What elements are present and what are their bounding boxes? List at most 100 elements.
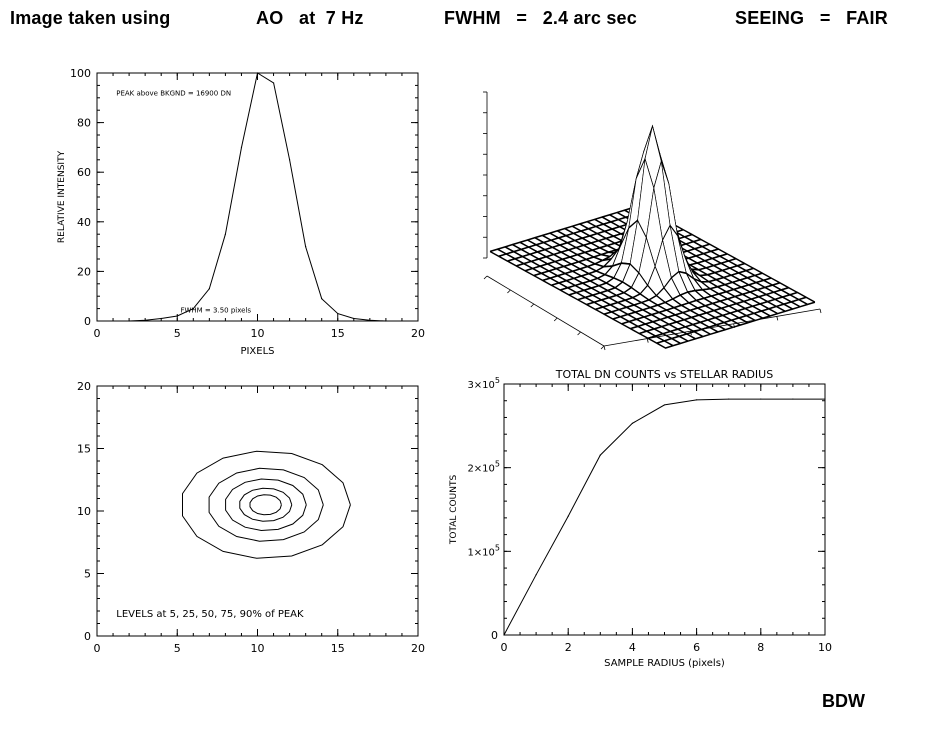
profile-data-point bbox=[192, 308, 194, 310]
surface-y-tick bbox=[603, 345, 606, 351]
growth-y-axis-label: TOTAL COUNTS bbox=[449, 475, 459, 546]
growth-y-tick-label: 1×105 bbox=[467, 543, 500, 558]
header-fwhm: FWHM = 2.4 arc sec bbox=[444, 8, 637, 28]
header-ao-rate: AO at 7 Hz bbox=[256, 8, 364, 28]
growth-data-point bbox=[631, 422, 634, 424]
profile-annotation: PEAK above BKGND = 16900 DN bbox=[116, 89, 231, 97]
growth-title: TOTAL DN COUNTS vs STELLAR RADIUS bbox=[555, 368, 773, 381]
growth-y-tick-label: 2×105 bbox=[467, 460, 500, 475]
contour-y-tick-label: 20 bbox=[77, 380, 91, 393]
growth-data-point bbox=[663, 404, 666, 406]
profile-data-point bbox=[369, 319, 371, 321]
figure-header: Image taken using AO at 7 Hz FWHM = 2.4 … bbox=[0, 8, 935, 42]
growth-data-point bbox=[535, 574, 537, 576]
growth-data-point bbox=[728, 398, 730, 400]
contour-x-tick-label: 10 bbox=[251, 642, 265, 655]
profile-data-point bbox=[144, 319, 146, 321]
surface-y-tick bbox=[690, 331, 692, 336]
header-instrument-label: Image taken using bbox=[10, 8, 171, 28]
growth-data-point bbox=[792, 398, 794, 400]
profile-data-point bbox=[224, 233, 226, 235]
contour-y-tick-label: 10 bbox=[77, 505, 91, 518]
profile-y-tick-label: 20 bbox=[77, 265, 91, 278]
profile-data-point bbox=[337, 312, 339, 315]
growth-data-point bbox=[567, 515, 569, 517]
contour-y-tick-label: 15 bbox=[77, 443, 91, 456]
profile-x-tick-label: 5 bbox=[174, 327, 181, 340]
surface-x-axis bbox=[486, 275, 605, 347]
growth-x-tick-label: 6 bbox=[693, 641, 700, 654]
profile-data-point bbox=[272, 82, 275, 84]
surface-x-tick bbox=[483, 275, 488, 280]
contour-level-90 bbox=[249, 494, 282, 516]
profile-y-tick-label: 0 bbox=[84, 315, 91, 328]
contour-levels-note: LEVELS at 5, 25, 50, 75, 90% of PEAK bbox=[116, 609, 304, 620]
growth-frame bbox=[503, 383, 826, 636]
profile-y-tick-label: 80 bbox=[77, 117, 91, 130]
contour-x-tick-label: 0 bbox=[94, 642, 101, 655]
growth-y-tick-label: 0 bbox=[491, 629, 498, 642]
growth-data-point bbox=[599, 454, 601, 456]
profile-y-tick-label: 40 bbox=[77, 216, 91, 229]
profile-x-tick-label: 20 bbox=[411, 327, 425, 340]
surface-y-axis bbox=[603, 308, 821, 347]
growth-x-tick-label: 8 bbox=[757, 641, 764, 654]
growth-series-line bbox=[503, 398, 825, 636]
growth-x-tick-label: 0 bbox=[501, 641, 508, 654]
surface-y-tick bbox=[646, 338, 649, 343]
profile-data-point bbox=[160, 317, 162, 320]
contour-y-tick-label: 5 bbox=[84, 568, 91, 581]
growth-x-tick-label: 2 bbox=[565, 641, 572, 654]
contour-level-50 bbox=[225, 478, 307, 532]
growth-x-tick-label: 4 bbox=[629, 641, 636, 654]
profile-data-point bbox=[208, 288, 210, 290]
header-seeing: SEEING = FAIR bbox=[735, 8, 888, 28]
growth-x-axis-label: SAMPLE RADIUS (pixels) bbox=[604, 658, 725, 669]
profile-y-axis-label: RELATIVE INTENSITY bbox=[57, 150, 67, 243]
contour-y-tick-label: 0 bbox=[84, 630, 91, 643]
profile-y-tick-label: 60 bbox=[77, 166, 91, 179]
profile-data-point bbox=[305, 246, 307, 248]
surface-y-tick bbox=[733, 323, 735, 328]
profile-data-point bbox=[385, 320, 387, 322]
profile-y-tick-label: 100 bbox=[70, 67, 91, 80]
surface-x-tick bbox=[600, 345, 605, 350]
surface-panel bbox=[483, 91, 822, 351]
surface-x-tick bbox=[530, 303, 535, 308]
profile-panel: 0 5 10 15 20 0 20 40 60 80 100 PIXELS RELATIVE INTEN… bbox=[57, 67, 425, 357]
profile-data-point bbox=[353, 317, 355, 320]
author-initials: BDW bbox=[822, 691, 865, 711]
surface-y-tick bbox=[819, 308, 822, 314]
growth-y-tick-label: 3×105 bbox=[467, 376, 500, 391]
surface-x-tick bbox=[577, 331, 581, 336]
profile-data-point bbox=[321, 298, 323, 300]
growth-data-point bbox=[824, 398, 826, 400]
growth-data-point bbox=[760, 398, 762, 400]
surface-x-tick bbox=[507, 289, 511, 294]
profile-data-point bbox=[176, 315, 178, 317]
contour-x-tick-label: 15 bbox=[331, 642, 345, 655]
profile-data-point bbox=[240, 146, 243, 148]
profile-frame bbox=[96, 72, 419, 322]
surface-mesh bbox=[489, 124, 816, 349]
contour-level-5 bbox=[182, 450, 351, 559]
contour-panel: 0 5 10 15 20 0 5 10 15 20 LEVELS at 5, 25, 50, 75,… bbox=[77, 380, 425, 655]
surface-cell bbox=[656, 340, 674, 349]
contour-x-tick-label: 20 bbox=[411, 642, 425, 655]
surface-y-tick bbox=[776, 316, 779, 321]
contour-x-tick-label: 5 bbox=[174, 642, 181, 655]
growth-panel: 0 2 4 6 8 10 0 1×105 2×105 3×105 TOTAL DN COUNTS v… bbox=[449, 368, 832, 669]
growth-x-tick-label: 10 bbox=[818, 641, 832, 654]
profile-data-point bbox=[128, 320, 130, 322]
profile-data-point bbox=[289, 159, 291, 161]
contour-level-25 bbox=[208, 467, 324, 542]
profile-data-point bbox=[256, 72, 259, 74]
surface-x-tick bbox=[553, 317, 558, 322]
contour-level-75 bbox=[239, 487, 293, 522]
growth-data-point bbox=[696, 399, 698, 401]
profile-x-tick-label: 10 bbox=[251, 327, 265, 340]
profile-x-axis-label: PIXELS bbox=[240, 346, 274, 357]
profile-annotation: FWHM = 3.50 pixels bbox=[180, 306, 251, 314]
profile-x-tick-label: 0 bbox=[94, 327, 101, 340]
